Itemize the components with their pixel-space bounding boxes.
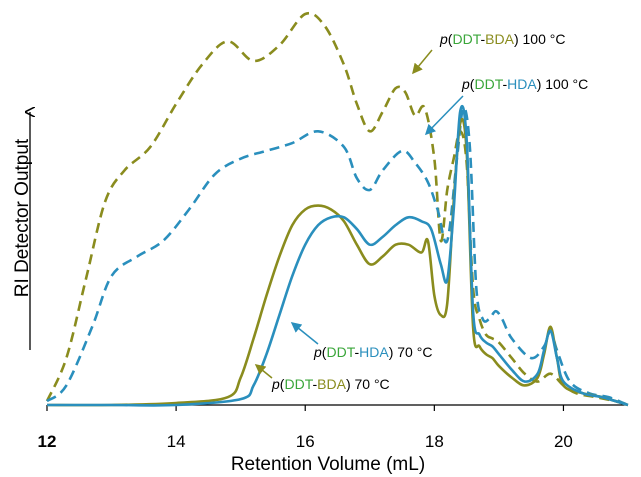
ann-bda100-prefix: p [439, 31, 448, 47]
ann-bda70-temp: 70 °C [351, 376, 390, 392]
ann-bda70-prefix: p [271, 376, 280, 392]
y-axis-title: RI Detector Output [12, 138, 33, 297]
annotation-bda70: p(DDT-BDA) 70 °C [254, 364, 390, 392]
ann-bda100-part2: BDA [485, 31, 514, 47]
ann-hda100-part1: DDT [474, 76, 503, 92]
annotation-hda100: p(DDT-HDA) 100 °C [424, 76, 588, 136]
ann-bda100-arrow [412, 49, 433, 75]
ann-bda100-part1: DDT [452, 31, 481, 47]
svg-text:p(DDT-BDA) 70 °C: p(DDT-BDA) 70 °C [271, 376, 390, 392]
ann-hda100-close: ) [537, 76, 542, 92]
ann-hda70-part1: DDT [326, 344, 355, 360]
ann-bda70-close: ) [346, 376, 351, 392]
ann-hda70-temp: 70 °C [393, 344, 432, 360]
x-tick-label-14: 14 [167, 432, 186, 451]
ann-bda70-arrow [254, 364, 273, 379]
svg-text:p(DDT-BDA) 100 °C: p(DDT-BDA) 100 °C [439, 31, 565, 47]
ann-hda100-part2: HDA [507, 76, 537, 92]
ann-hda100-open: ( [470, 76, 475, 92]
x-axis-title: Retention Volume (mL) [231, 454, 425, 475]
ann-hda70-part2: HDA [359, 344, 389, 360]
ann-hda100-arrow [424, 95, 464, 136]
ann-bda100-dash: - [480, 31, 485, 47]
x-tick-label-20: 20 [554, 432, 573, 451]
ann-hda70-close: ) [389, 344, 394, 360]
svg-text:p(DDT-HDA) 100 °C: p(DDT-HDA) 100 °C [461, 76, 588, 92]
ann-hda100-dash: - [502, 76, 507, 92]
annotation-hda70: p(DDT-HDA) 70 °C [290, 322, 432, 360]
series-group [45, 11, 629, 407]
x-axis-tick-labels: 12 14 16 18 20 [38, 432, 573, 451]
ann-hda100-temp: 100 °C [541, 76, 588, 92]
ann-bda100-temp: 100 °C [519, 31, 566, 47]
series-line-hda70 [47, 105, 629, 407]
ann-bda70-dash: - [312, 376, 317, 392]
ann-hda70-prefix: p [313, 344, 322, 360]
ann-bda70-part2: BDA [317, 376, 346, 392]
series-line-bda100 [45, 11, 629, 407]
x-tick-label-16: 16 [296, 432, 315, 451]
annotation-bda100: p(DDT-BDA) 100 °C [412, 31, 565, 75]
svg-text:p(DDT-HDA) 70 °C: p(DDT-HDA) 70 °C [313, 344, 432, 360]
ann-bda100-close: ) [514, 31, 519, 47]
x-tick-label-12: 12 [38, 432, 57, 451]
ann-hda70-arrow [290, 322, 319, 345]
ann-hda70-open: ( [322, 344, 327, 360]
ann-bda100-open: ( [448, 31, 453, 47]
ann-hda100-prefix: p [461, 76, 470, 92]
ann-bda70-open: ( [280, 376, 285, 392]
x-tick-label-18: 18 [425, 432, 444, 451]
series-line-bda70 [46, 118, 629, 407]
ann-bda70-part1: DDT [284, 376, 313, 392]
ann-hda70-dash: - [354, 344, 359, 360]
